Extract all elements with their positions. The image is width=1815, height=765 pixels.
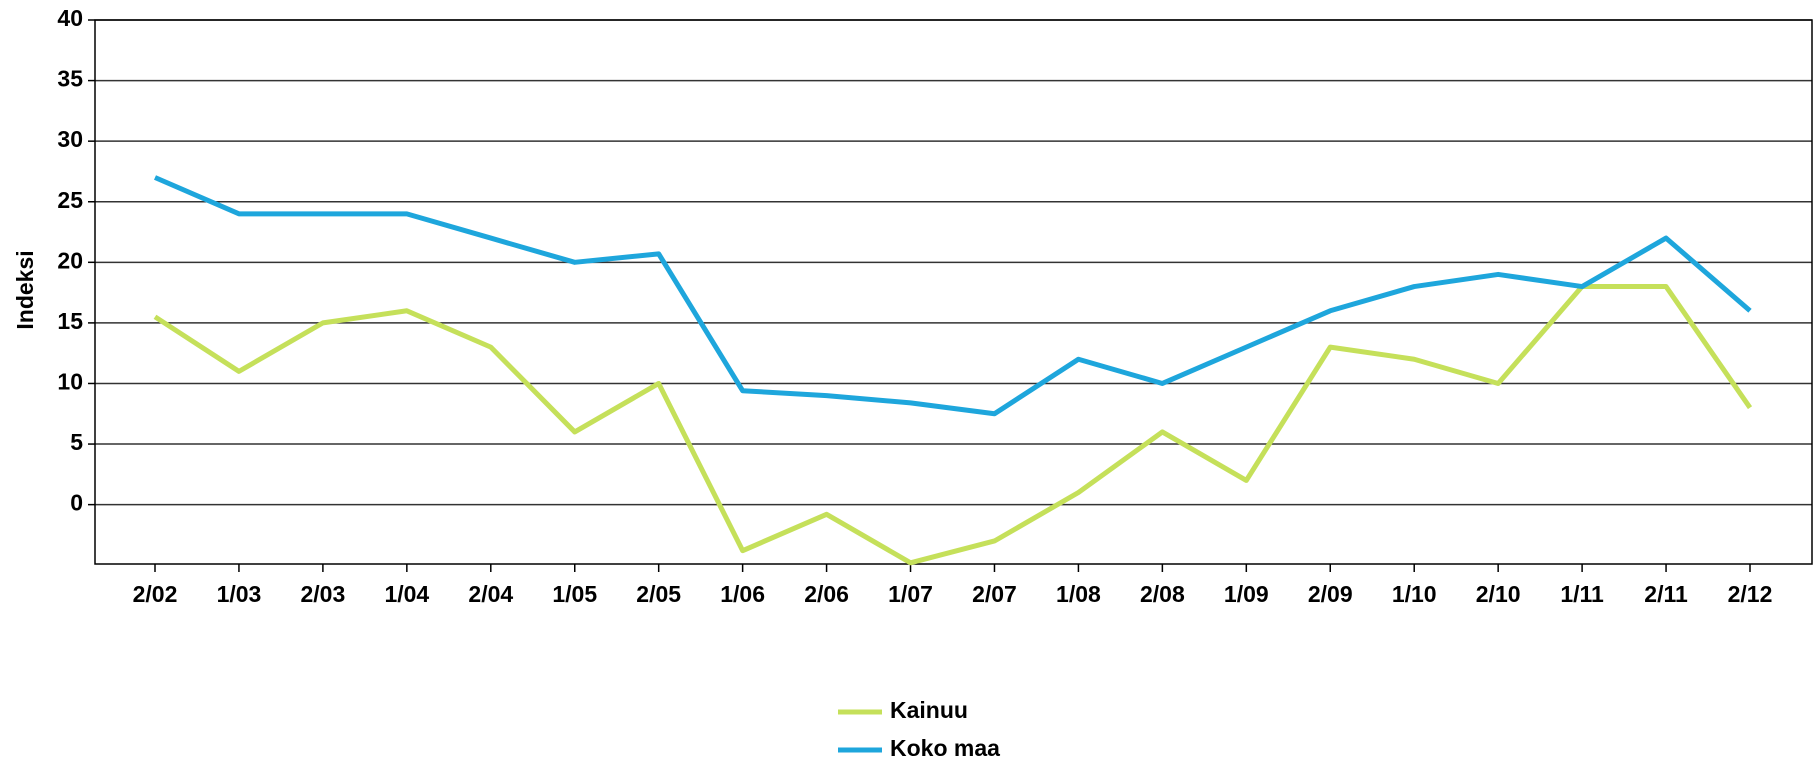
x-tick-label: 1/07: [888, 581, 933, 607]
x-tick-label: 1/05: [552, 581, 597, 607]
x-tick-label: 2/12: [1728, 581, 1773, 607]
x-tick-label: 2/10: [1476, 581, 1521, 607]
x-tick-label: 2/02: [133, 581, 178, 607]
y-tick-label: 25: [57, 187, 83, 213]
plot-frame: [94, 19, 1813, 565]
y-tick-label: 10: [57, 369, 83, 395]
y-tick-label: 35: [57, 66, 83, 92]
legend-label: Koko maa: [890, 735, 1000, 761]
x-tick-label: 2/06: [804, 581, 849, 607]
x-tick-label: 2/05: [636, 581, 681, 607]
y-tick-label: 15: [57, 308, 83, 334]
x-tick-label: 2/04: [468, 581, 513, 607]
x-tick-label: 2/09: [1308, 581, 1353, 607]
series-line: [154, 175, 1752, 417]
y-axis-label: Indeksi: [12, 250, 38, 329]
x-tick-label: 1/03: [217, 581, 262, 607]
x-tick-label: 1/11: [1560, 581, 1604, 607]
y-tick-label: 0: [70, 490, 83, 516]
y-tick-label: 5: [70, 429, 83, 455]
x-tick-label: 1/10: [1392, 581, 1437, 607]
x-tick-label: 2/11: [1644, 581, 1688, 607]
x-tick-label: 1/06: [720, 581, 765, 607]
y-tick-label: 30: [57, 126, 83, 152]
legend-label: Kainuu: [890, 697, 968, 723]
y-tick-label: 20: [57, 247, 83, 273]
x-tick-label: 1/04: [384, 581, 429, 607]
x-tick-label: 1/09: [1224, 581, 1269, 607]
x-tick-label: 1/08: [1056, 581, 1101, 607]
series-line: [153, 284, 1753, 566]
x-tick-label: 2/08: [1140, 581, 1185, 607]
x-tick-label: 2/07: [972, 581, 1017, 607]
x-tick-label: 2/03: [301, 581, 346, 607]
y-tick-label: 40: [57, 5, 83, 31]
